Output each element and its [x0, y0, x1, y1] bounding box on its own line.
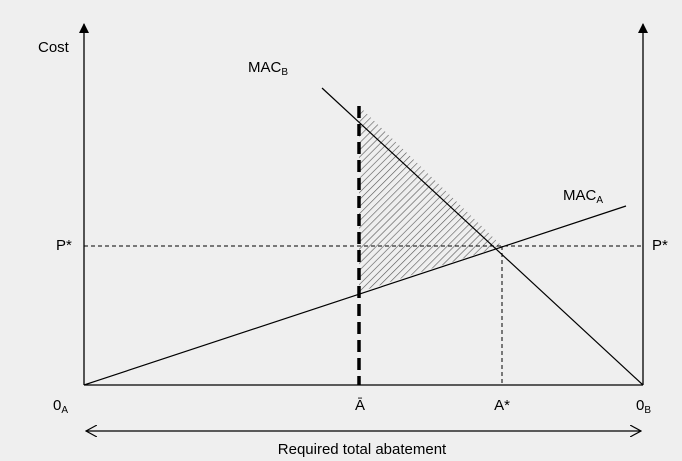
x-mark-label: Ā [355, 397, 365, 414]
curve-label: MACA [563, 187, 603, 206]
mac-b-line [321, 87, 644, 386]
label-sub: A [61, 405, 68, 416]
x-mark-label: 0B [636, 397, 651, 416]
price-label: P* [56, 237, 72, 254]
label-sub: B [281, 67, 288, 78]
label-sub: A [596, 195, 603, 206]
x-mark-label: A* [494, 397, 510, 414]
curve-label: MACB [248, 59, 288, 78]
label-main: MAC [563, 187, 597, 204]
label-sub: B [644, 405, 651, 416]
y-label: Cost [38, 39, 70, 56]
x-mark-label: 0A [53, 397, 68, 416]
label-main: MAC [248, 59, 282, 76]
welfare-loss-area [359, 106, 502, 292]
mac-a-line [83, 205, 627, 386]
label-main: 0 [53, 397, 61, 414]
label-main: 0 [636, 397, 644, 414]
shapes [79, 23, 648, 431]
price-label: P* [652, 237, 668, 254]
x-label: Required total abatement [278, 441, 447, 458]
